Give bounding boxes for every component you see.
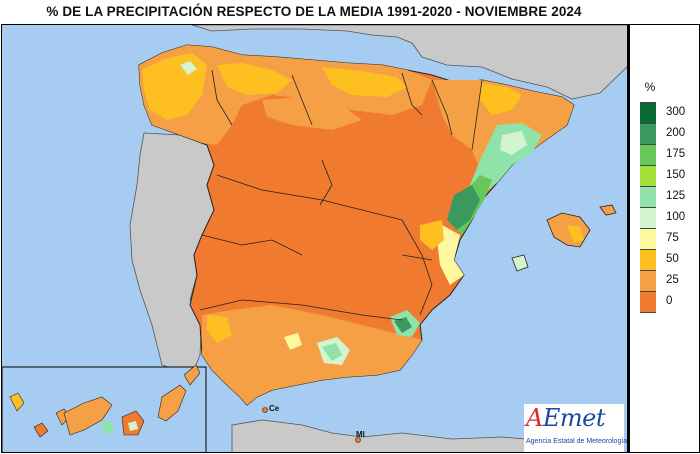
legend-label: 150	[666, 169, 686, 181]
legend-swatch	[640, 249, 656, 270]
cantabria-zone	[322, 67, 407, 97]
mallorca-yellow	[567, 225, 584, 243]
asturias-zone	[217, 63, 292, 95]
legend-label: 300	[666, 106, 686, 118]
tenerife-moist	[100, 420, 114, 435]
huelva-zone	[207, 315, 232, 343]
legend-label: 100	[666, 211, 686, 223]
legend-bottom-edge	[640, 312, 656, 313]
map-title: % DE LA PRECIPITACIÓN RESPECTO DE LA MED…	[46, 4, 582, 19]
galicia-moist-spot	[180, 61, 197, 75]
fuerteventura-island	[157, 384, 187, 422]
aemet-logo-subtitle: Agencia Estatal de Meteorología	[526, 438, 628, 445]
region-borders	[199, 69, 483, 321]
menorca-island	[599, 204, 617, 216]
legend-swatch	[640, 228, 656, 249]
legend-label: 200	[666, 127, 686, 139]
interior-zone	[217, 115, 442, 220]
aemet-logo: AEmet Agencia Estatal de Meteorología	[524, 404, 628, 452]
france-land	[191, 25, 627, 100]
ibiza-island	[511, 254, 529, 272]
aemet-logo-mark: AEmet	[526, 404, 605, 432]
andalusia-green	[322, 343, 342, 361]
legend-label: 75	[666, 232, 679, 244]
canary-islands-inset	[2, 364, 207, 452]
ceuta-marker	[262, 407, 268, 413]
gran-canaria-moist	[128, 421, 138, 431]
pyrenees-zone	[480, 83, 522, 115]
legend-unit: %	[644, 80, 656, 94]
legend-swatch	[640, 102, 656, 123]
legend-swatch	[640, 270, 656, 291]
legend-swatch	[640, 123, 656, 144]
legend-label: 50	[666, 253, 679, 265]
tenerife-island	[63, 396, 113, 436]
legend-swatch	[640, 186, 656, 207]
south-light-spot	[284, 333, 302, 350]
el-hierro-island	[33, 422, 49, 438]
cuenca-yellow	[420, 220, 444, 250]
legend-swatch	[640, 144, 656, 165]
legend-label: 175	[666, 148, 686, 160]
andalusia-zone	[202, 305, 422, 405]
precipitation-map: Ce Ml	[2, 25, 627, 452]
legend-label: 0	[666, 295, 673, 307]
aemet-logo-rest: Emet	[542, 404, 606, 432]
legend-panel: % 300 200 175 150 125 100 75 50 25 0	[628, 24, 700, 453]
legend-swatch	[640, 291, 656, 312]
melilla-marker	[355, 437, 361, 443]
map-panel: Ce Ml	[1, 24, 628, 453]
la-palma-island	[9, 392, 25, 412]
legend-swatch	[640, 207, 656, 228]
east-coast-light	[500, 131, 527, 155]
north-africa-land	[231, 419, 527, 452]
lanzarote-island	[183, 364, 201, 386]
legend-label: 125	[666, 190, 686, 202]
legend-label: 25	[666, 274, 679, 286]
aemet-logo-a: A	[526, 404, 543, 432]
murcia-green	[394, 317, 412, 333]
melilla-label: Ml	[356, 430, 365, 439]
valencia-dark-green	[447, 185, 480, 230]
ceuta-label: Ce	[269, 404, 280, 413]
duero-zone	[262, 97, 362, 130]
legend-swatch	[640, 165, 656, 186]
